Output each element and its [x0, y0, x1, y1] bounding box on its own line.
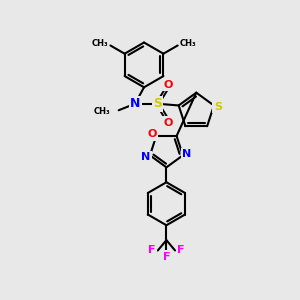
- Text: N: N: [182, 149, 191, 159]
- Text: S: S: [153, 97, 162, 110]
- Text: O: O: [148, 130, 157, 140]
- Text: N: N: [130, 97, 140, 110]
- Text: S: S: [214, 102, 222, 112]
- Text: O: O: [164, 118, 173, 128]
- Text: CH₃: CH₃: [180, 39, 197, 48]
- Text: F: F: [177, 245, 184, 256]
- Text: N: N: [141, 152, 151, 162]
- Text: O: O: [164, 80, 173, 90]
- Text: CH₃: CH₃: [94, 107, 110, 116]
- Text: F: F: [148, 245, 156, 256]
- Text: F: F: [163, 252, 170, 262]
- Text: CH₃: CH₃: [92, 39, 108, 48]
